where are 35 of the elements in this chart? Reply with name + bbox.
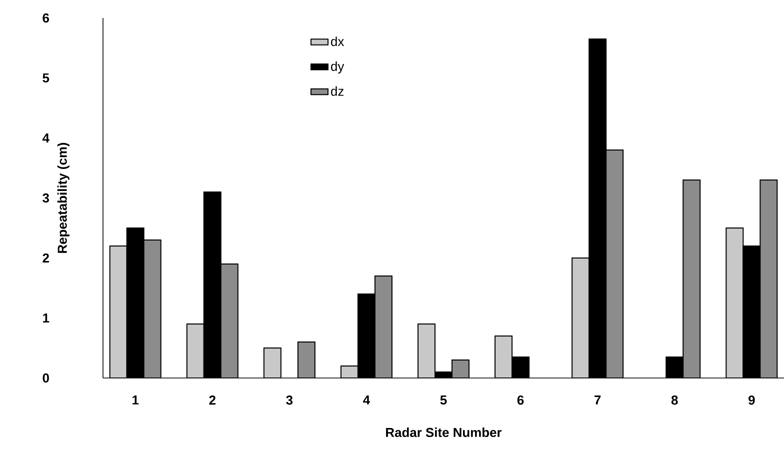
x-tick-label: 4 <box>363 396 370 404</box>
bar <box>143 240 162 378</box>
x-axis-title: Radar Site Number <box>386 428 502 438</box>
y-tick-label: 4 <box>42 134 50 142</box>
x-tick-label: 6 <box>517 396 524 405</box>
bar <box>220 264 238 378</box>
x-tick-label: 3 <box>286 396 293 405</box>
bar <box>263 348 282 378</box>
bar <box>682 179 701 378</box>
bar <box>297 342 316 378</box>
x-tick-label: 9 <box>748 396 755 405</box>
y-tick-label: 6 <box>42 13 50 23</box>
x-tick-label: 1 <box>132 396 139 404</box>
x-tick-label: 7 <box>594 396 601 404</box>
x-tick-label: 5 <box>440 396 447 405</box>
y-tick-label: 2 <box>42 253 49 263</box>
bar <box>726 228 744 378</box>
y-axis-title: Repeatability (cm) <box>57 142 70 253</box>
y-tick-label: 0 <box>42 373 49 383</box>
legend-label: dz <box>331 86 344 96</box>
x-tick-label: 8 <box>671 396 678 405</box>
bar <box>109 246 128 378</box>
y-tick-label: 1 <box>43 314 50 322</box>
x-tick-label: 2 <box>209 396 216 405</box>
bar <box>494 336 513 378</box>
bar <box>186 324 204 378</box>
bar <box>760 179 778 378</box>
y-tick-label: 3 <box>42 193 50 203</box>
bar <box>374 276 392 378</box>
legend-label: dy <box>331 61 344 74</box>
y-tick-label: 5 <box>42 73 50 83</box>
bar <box>572 258 590 378</box>
bar <box>606 149 624 378</box>
legend-label: dx <box>331 36 344 46</box>
bar <box>418 324 436 378</box>
